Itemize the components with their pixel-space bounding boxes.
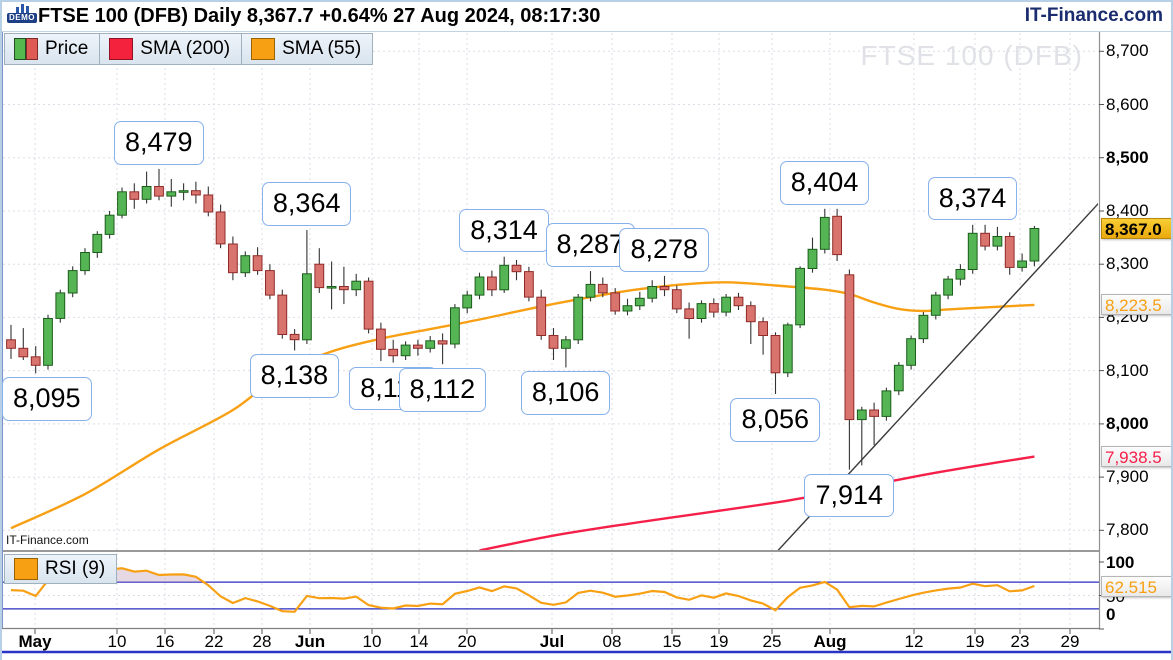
price-tick-label: 8,300 [1106,254,1149,274]
rsi-value-tag: 62.515 [1101,576,1171,598]
sma200-value-tag: 7,938.5 [1101,445,1171,467]
time-tick-label: 29 [1060,632,1080,651]
sma200-swatch-icon [109,38,134,60]
rsi-legend: RSI (9) [4,554,118,584]
gridlines [3,33,1099,628]
demo-candles-icon [15,4,29,13]
price-tick-label: 8,500 [1106,147,1149,167]
legend-sma55-chip[interactable]: SMA (55) [242,33,374,65]
demo-badge-label: DEMO [7,13,37,23]
sma55-value-tag: 8,223.5 [1101,293,1171,315]
candles-icon [14,38,38,60]
chart-title: FTSE 100 (DFB) Daily 8,367.7 +0.64% 27 A… [38,5,601,27]
candles [6,168,1040,470]
rsi-line [10,567,1035,613]
panel-borders [2,32,1171,654]
price-annotation[interactable]: 8,314 [459,208,549,253]
time-tick-label: 22 [204,632,224,651]
sma55-swatch-icon [251,38,276,60]
price-tick-label: 8,400 [1106,200,1149,220]
rsi-tick-label: 0 [1106,605,1116,624]
price-annotation[interactable]: 8,404 [779,160,870,205]
price-tick-label: 7,900 [1106,467,1149,487]
price-annotation[interactable]: 7,914 [804,473,895,518]
price-tick-label: 8,000 [1106,413,1149,433]
legend-rsi-chip[interactable]: RSI (9) [4,554,118,584]
time-tick-label: Jul [539,632,565,651]
price-annotation[interactable]: 8,095 [2,377,92,421]
time-tick-label: 14 [409,632,429,651]
price-annotation[interactable]: 8,278 [619,227,710,272]
time-tick-label: 10 [107,632,127,651]
price-tick-label: 8,100 [1106,360,1149,380]
legend-rsi-label: RSI (9) [45,558,106,579]
credit-text: IT-Finance.com [6,533,89,547]
legend-sma200-label: SMA (200) [140,38,231,59]
time-tick-label: 20 [457,632,477,651]
price-tick-label: 7,800 [1106,520,1149,540]
price-annotation[interactable]: 8,364 [261,182,352,226]
legend-sma55-label: SMA (55) [282,38,362,59]
price-annotation[interactable]: 8,479 [113,120,204,165]
rsi-level-lines [3,581,1099,610]
brand-link: IT-Finance.com [1024,5,1163,26]
rsi-swatch-icon [14,558,38,580]
price-annotation[interactable]: 8,138 [249,354,340,399]
time-tick-label: 19 [709,632,729,651]
time-tick-label: 19 [965,632,985,651]
demo-badge: DEMO [7,4,37,23]
price-tick-label: 8,700 [1106,41,1149,61]
rsi-plot [10,567,1035,613]
sma200-line [479,455,1035,550]
last-price-tag: 8,367.0 [1101,217,1171,239]
time-tick-label: Aug [813,632,847,651]
price-tick-label: 8,600 [1106,94,1149,114]
time-tick-label: 12 [904,632,924,651]
time-tick-label: 08 [602,632,622,651]
price-legend: Price SMA (200) SMA (55) [4,33,374,65]
time-tick-label: 23 [1010,632,1030,651]
price-annotation[interactable]: 8,112 [398,368,487,412]
time-tick-label: 15 [662,632,682,651]
price-annotation[interactable]: 8,056 [730,398,821,442]
rsi-tick-label: 100 [1106,553,1135,572]
title-bar: DEMO FTSE 100 (DFB) Daily 8,367.7 +0.64%… [2,2,1171,32]
time-tick-label: Jun [294,632,326,651]
legend-price-label: Price [45,38,89,59]
time-tick-label: 28 [252,632,272,651]
price-annotation[interactable]: 8,106 [520,371,611,416]
price-annotation[interactable]: 8,374 [927,176,1018,221]
legend-price-chip[interactable]: Price [4,33,101,65]
time-tick-label: May [18,632,52,651]
legend-sma200-chip[interactable]: SMA (200) [100,33,243,65]
time-tick-label: 16 [155,632,175,651]
time-tick-label: 10 [362,632,382,651]
time-tick-label: 25 [762,632,782,651]
watermark: FTSE 100 (DFB) [860,40,1083,71]
